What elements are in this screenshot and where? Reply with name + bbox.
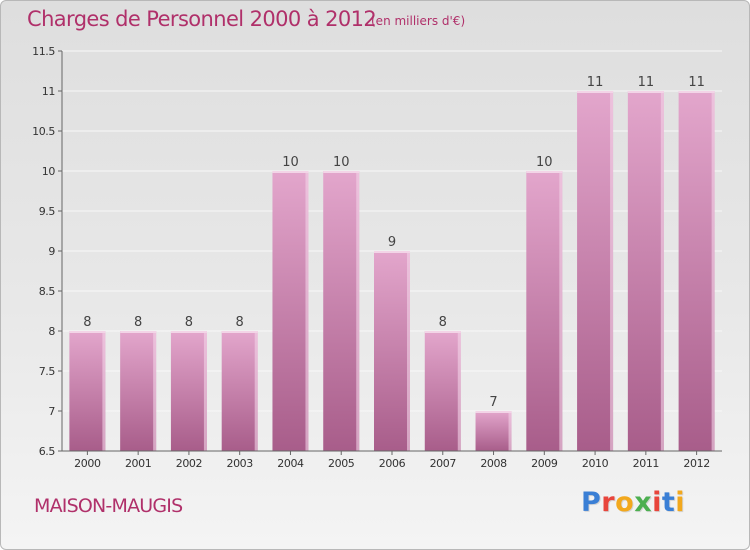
bar (170, 331, 207, 451)
bar-side-edge (407, 251, 410, 451)
x-tick-label: 2002 (176, 457, 202, 470)
data-label: 10 (333, 155, 350, 170)
bar-side-edge (610, 91, 614, 451)
bar-top-edge (424, 331, 461, 333)
bar-top-edge (678, 91, 715, 93)
y-tick-label: 10 (42, 165, 56, 178)
y-tick-label: 6.5 (39, 445, 56, 458)
data-label: 11 (688, 75, 705, 90)
bar-side-edge (305, 171, 309, 451)
x-tick-label: 2009 (531, 457, 558, 470)
logo-letter: o (615, 487, 635, 518)
bar (374, 251, 410, 451)
x-tick-label: 2003 (226, 457, 253, 470)
bar-side-edge (508, 411, 512, 451)
logo-letter: i (675, 487, 686, 518)
bar-top-edge (170, 331, 207, 333)
data-label: 11 (638, 75, 655, 90)
logo-letter: r (601, 487, 616, 518)
bar-side-edge (203, 331, 207, 451)
bar (221, 331, 258, 451)
chart-subtitle: (en milliers d'€) (371, 14, 466, 28)
bar-side-edge (559, 171, 563, 451)
logo-letter: x (634, 487, 653, 518)
bar-top-edge (120, 331, 157, 333)
data-label: 8 (236, 315, 244, 330)
x-tick-label: 2005 (328, 457, 355, 470)
data-label: 8 (185, 315, 193, 330)
y-tick-label: 8.5 (39, 285, 56, 298)
bar-side-edge (254, 331, 258, 451)
y-tick-label: 11 (42, 85, 55, 98)
bar-top-edge (475, 411, 512, 413)
x-tick-label: 2004 (277, 457, 304, 470)
x-tick-label: 2010 (582, 457, 609, 470)
x-tick-label: 2007 (430, 457, 457, 470)
logo-letter: t (661, 487, 676, 518)
bar-top-edge (526, 171, 563, 173)
data-label: 8 (83, 315, 91, 330)
y-tick-label: 7 (48, 405, 55, 418)
y-tick-label: 7.5 (39, 365, 56, 378)
logo-letter: i (652, 487, 662, 518)
bar-top-edge (577, 91, 614, 93)
bar-top-edge (272, 171, 309, 173)
x-tick-label: 2001 (125, 457, 151, 470)
y-tick-label: 9.5 (39, 205, 56, 218)
place-name: MAISON-MAUGIS (34, 495, 183, 517)
data-label: 9 (388, 235, 396, 250)
logo-letter: P (581, 487, 602, 518)
bar-side-edge (153, 331, 157, 451)
bar-side-edge (102, 331, 106, 451)
bar-side-edge (457, 331, 461, 451)
bar (120, 331, 157, 451)
bar (69, 331, 106, 451)
bar-top-edge (627, 91, 664, 93)
chart-title: Charges de Personnel 2000 à 2012 (27, 7, 377, 31)
data-label: 7 (489, 395, 497, 410)
data-label: 10 (536, 155, 553, 170)
y-tick-label: 11.5 (32, 45, 55, 58)
x-tick-label: 2000 (74, 457, 101, 470)
bar (424, 331, 461, 451)
bar-side-edge (356, 171, 360, 451)
data-label: 11 (587, 75, 604, 90)
bar (678, 91, 715, 451)
x-tick-label: 2008 (480, 457, 507, 470)
bar-side-edge (711, 91, 715, 451)
y-tick-label: 10.5 (32, 125, 55, 138)
y-tick-label: 8 (48, 325, 55, 338)
data-label: 8 (134, 315, 142, 330)
data-label: 10 (282, 155, 299, 170)
bar-top-edge (323, 171, 360, 173)
bar (475, 411, 512, 451)
x-tick-label: 2011 (633, 457, 659, 470)
bar-side-edge (660, 91, 664, 451)
bar-top-edge (69, 331, 106, 333)
proxiti-logo[interactable]: Proxiti (581, 487, 685, 518)
data-label: 8 (439, 315, 447, 330)
bar-top-edge (221, 331, 258, 333)
bar (272, 171, 309, 451)
bar (526, 171, 563, 451)
bar-top-edge (374, 251, 410, 253)
bar (627, 91, 664, 451)
bar (577, 91, 614, 451)
x-tick-label: 2006 (379, 457, 406, 470)
y-tick-label: 9 (48, 245, 55, 258)
bar (323, 171, 360, 451)
x-tick-label: 2012 (683, 457, 709, 470)
